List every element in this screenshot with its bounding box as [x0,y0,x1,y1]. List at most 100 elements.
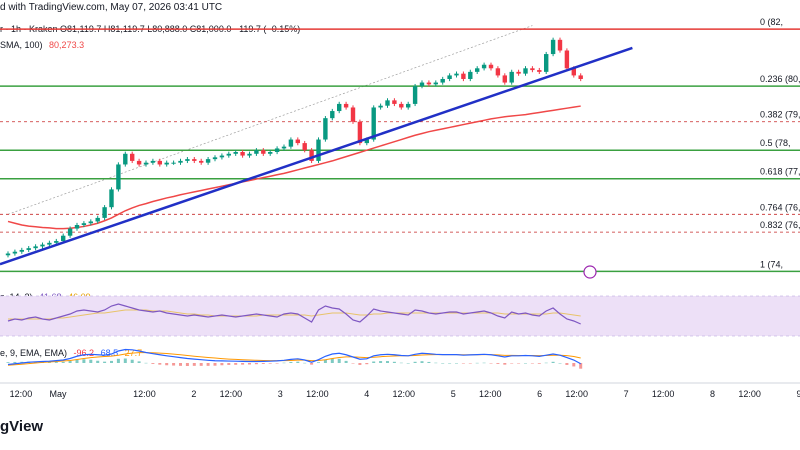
macd-hist-15 [110,360,113,363]
candle-body-2 [19,249,24,252]
time-axis-label-4: 12:00 [220,389,243,399]
macd-hist-61 [427,361,431,363]
time-axis-label-10: 12:00 [479,389,502,399]
candle-body-28 [199,160,204,163]
macd-hist-69 [482,362,486,364]
candle-body-7 [54,241,59,243]
macd-hist-36 [254,363,258,365]
macd-hist-31 [220,363,224,366]
macd-hist-44 [310,363,314,365]
time-axis-label-5: 3 [278,389,283,399]
published-text: d with TradingView.com, May 07, 2026 03:… [0,2,223,13]
macd-hist-65 [455,363,458,364]
candle-body-38 [268,152,273,154]
candle-body-47 [330,111,335,119]
candle-body-19 [136,160,142,165]
candle-body-59 [412,86,418,104]
macd-hist-18 [130,359,134,363]
candle-body-68 [475,68,480,72]
candle-body-41 [288,139,294,147]
macd-hist-55 [386,361,389,363]
macd-legend-value1: -96.2 [73,348,95,358]
candle-body-11 [81,223,87,226]
macd-hist-81 [565,363,569,365]
sma-legend-value: 80,273.3 [49,40,85,50]
macd-hist-79 [551,361,555,363]
candle-body-63 [440,78,445,83]
fib-level-label-6: 0.832 (76, [760,220,800,230]
macd-hist-22 [158,363,162,365]
macd-hist-19 [137,361,141,363]
macd-hist-13 [96,360,100,363]
candle-body-72 [502,75,507,83]
time-axis-label-9: 5 [451,389,456,399]
candle-body-45 [316,139,321,161]
time-axis-label-2: 12:00 [133,389,156,399]
candle-body-58 [406,103,411,108]
time-axis-label-8: 12:00 [393,389,416,399]
candle-body-10 [74,225,80,229]
candle-body-74 [516,71,521,74]
time-axis-label-1: May [49,389,67,399]
fib-level-label-3: 0.5 (78, [760,138,791,148]
candle-body-77 [537,70,542,72]
macd-hist-29 [206,363,210,366]
candle-body-54 [378,105,383,108]
macd-hist-63 [441,363,445,364]
candle-body-21 [150,160,156,163]
candle-body-76 [530,68,535,71]
macd-hist-51 [358,363,362,365]
rsi-band [0,296,800,336]
candle-body-39 [274,148,280,152]
macd-hist-73 [510,363,514,364]
time-axis-label-7: 4 [364,389,369,399]
fib-level-label-5: 0.764 (76, [760,202,800,212]
candle-body-52 [364,139,369,144]
candle-body-81 [564,50,570,69]
candle-body-24 [171,162,176,164]
candle-body-26 [185,159,190,161]
macd-hist-64 [448,363,452,364]
candle-body-46 [323,118,328,140]
candle-body-51 [357,121,363,144]
macd-hist-30 [213,363,217,366]
macd-hist-70 [489,363,493,364]
macd-hist-32 [227,363,231,365]
candle-body-27 [192,159,197,161]
candle-body-62 [433,82,438,85]
candle-body-1 [12,251,18,254]
candle-body-9 [67,228,73,236]
macd-hist-10 [75,359,79,363]
price-chart[interactable]: 0 (82, 0.236 (80, 0.382 (79, 0.5 (78, 0.618 … [0,0,800,410]
candle-body-65 [454,73,459,76]
candle-body-78 [544,54,549,72]
macd-hist-54 [379,361,383,363]
macd-hist-80 [558,363,562,364]
macd-hist-56 [392,361,396,363]
time-axis-label-0: 12:00 [10,389,33,399]
macd-legend-value2: 68.5 [100,348,119,358]
macd-legend-label: e, 9, EMA, EMA) [0,348,68,358]
fib-level-label-4: 0.618 (77, [760,167,800,177]
channel-guide-line [7,25,533,215]
macd-hist-59 [413,361,417,363]
macd-hist-39 [275,363,279,364]
macd-hist-1 [13,361,17,363]
macd-hist-53 [372,361,376,363]
candle-body-3 [26,248,31,250]
tradingview-logo: gView [0,418,44,435]
fib-level-label-7: 1 (74, [760,259,783,269]
time-axis-label-12: 12:00 [565,389,588,399]
candle-body-44 [309,150,314,161]
macd-hist-48 [337,358,341,363]
macd-hist-38 [268,363,272,364]
candle-body-53 [371,107,376,140]
macd-hist-78 [544,362,548,364]
candle-body-13 [95,217,100,222]
macd-hist-42 [296,361,300,363]
candle-body-32 [226,153,231,156]
macd-hist-76 [530,363,534,364]
macd-hist-58 [406,363,410,364]
macd-hist-23 [165,363,169,366]
candle-body-33 [233,152,238,154]
